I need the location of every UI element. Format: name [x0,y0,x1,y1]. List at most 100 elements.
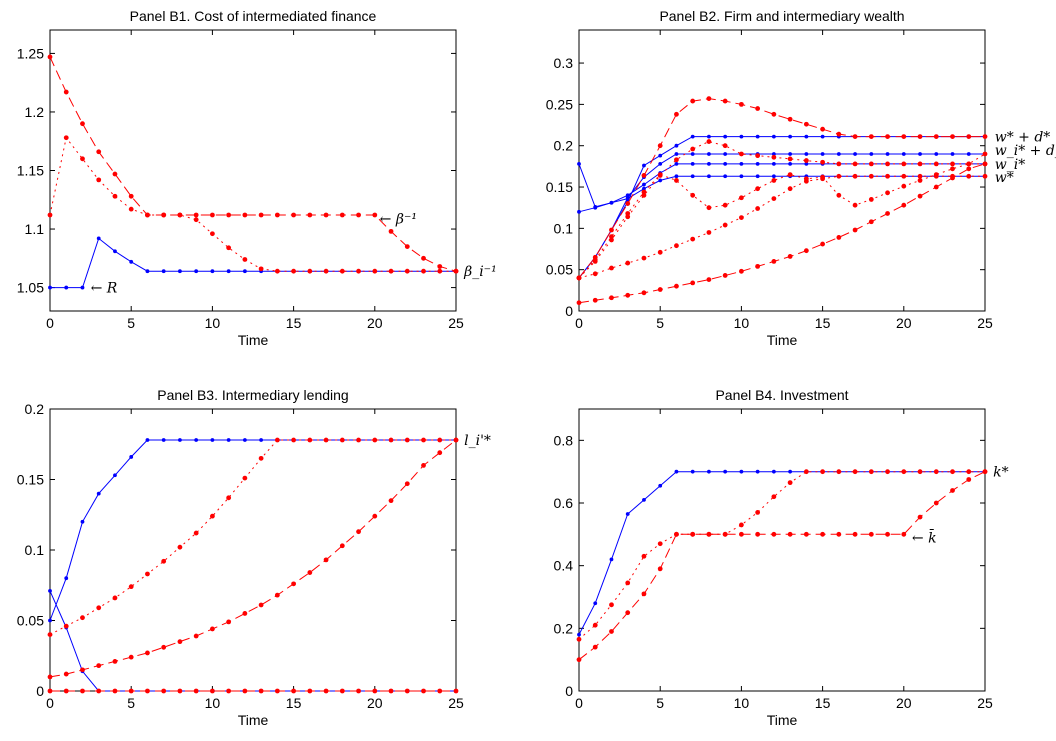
series-2 [48,588,458,693]
data-point [96,177,102,183]
series-7 [576,96,988,281]
data-point [274,268,280,274]
data-point [836,235,842,240]
data-point [576,657,582,663]
data-point [803,158,809,163]
data-point [739,522,744,528]
y-tick-label: 0.4 [554,558,574,574]
data-point [771,161,776,166]
x-tick-label: 20 [896,315,912,331]
data-point [674,161,679,166]
data-point [901,202,907,208]
data-point [933,500,939,506]
data-point [739,195,744,201]
data-point [339,212,345,218]
data-point [804,152,809,156]
data-point [625,292,631,298]
data-point [820,174,825,180]
data-point [755,469,760,474]
data-point [917,161,923,167]
data-point [641,192,647,198]
data-point [706,277,712,282]
data-point [982,161,988,167]
data-point [307,212,313,218]
data-point [128,206,134,212]
data-point [258,688,264,694]
data-point [258,455,264,461]
data-point [852,161,858,167]
y-tick-label: 0.3 [554,55,574,71]
data-point [642,163,646,168]
series-6 [576,173,988,281]
data-point [707,134,711,139]
data-point [453,688,459,694]
data-point [161,688,167,694]
data-point [739,215,744,221]
data-point [950,161,955,167]
data-point [388,498,394,504]
data-point [592,297,598,303]
data-point [950,152,955,156]
data-point [47,212,53,218]
data-point [307,688,313,694]
data-point [437,688,443,694]
data-point [722,531,728,537]
y-tick-label: 1.2 [25,104,45,120]
data-point [161,269,166,274]
data-point [404,481,410,487]
series-line [578,163,985,208]
data-point [657,172,663,178]
data-point [804,161,809,166]
data-point [576,275,582,281]
data-point [722,98,728,104]
data-point [609,629,614,634]
panel-2: Panel B2. Firm and intermediary wealth 0 5… [546,8,1056,348]
data-point [739,161,744,166]
data-point [966,469,972,475]
data-point [966,161,972,167]
data-point [755,186,761,192]
data-point [739,151,744,157]
data-point [80,688,85,694]
data-point [625,211,631,216]
data-point [788,152,793,156]
data-point [47,632,53,637]
data-point [226,688,232,694]
data-point [771,154,777,160]
data-point [836,469,842,475]
data-point [80,615,85,621]
data-point [625,580,631,586]
data-point [193,212,199,218]
data-point [787,480,793,486]
data-point [901,173,907,179]
series-3 [577,152,987,280]
data-point [706,96,712,101]
data-point [706,230,712,235]
data-point [128,193,134,199]
data-point [641,189,647,195]
data-point [901,134,907,140]
data-point [609,265,614,271]
panel-title: Panel B3. Intermediary lending [157,387,348,403]
x-tick-label: 5 [656,315,664,331]
data-point [356,437,361,443]
series-line [578,471,985,635]
data-point [982,151,988,157]
series-line [49,439,456,621]
data-point [722,143,728,149]
data-point [63,623,69,629]
data-point [868,161,874,167]
data-point [690,236,696,242]
data-point [63,89,69,95]
data-point [933,469,939,475]
data-point [966,173,972,179]
data-point [707,174,711,179]
x-tick-label: 20 [367,315,383,331]
data-point [609,557,614,562]
data-point [933,172,939,178]
data-point [145,269,150,274]
data-point [674,152,679,156]
data-point [80,667,85,673]
data-point [242,269,247,274]
data-point [291,688,296,694]
